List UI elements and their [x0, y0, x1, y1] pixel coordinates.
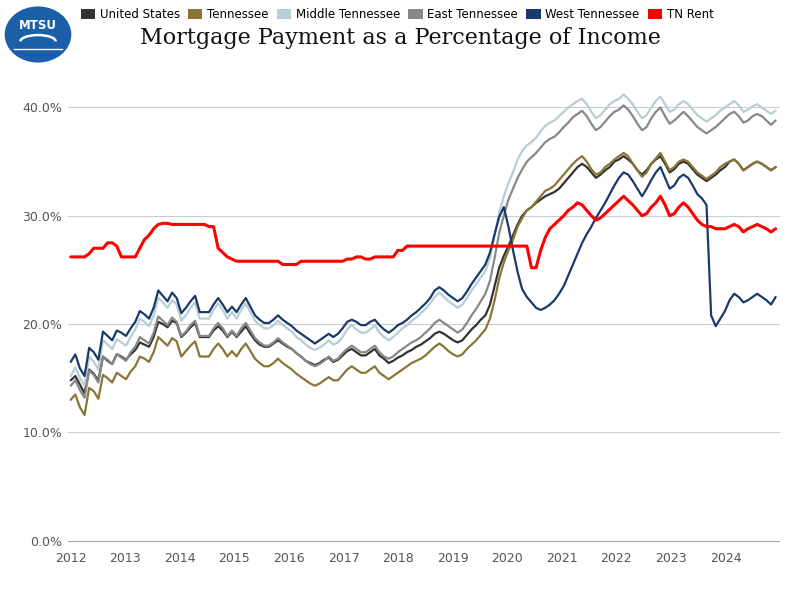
- Text: MTSU: MTSU: [19, 19, 57, 32]
- Text: Mortgage Payment as a Percentage of Income: Mortgage Payment as a Percentage of Inco…: [139, 27, 661, 49]
- Legend: United States, Tennessee, Middle Tennessee, East Tennessee, West Tennessee, TN R: United States, Tennessee, Middle Tenness…: [81, 8, 714, 21]
- Circle shape: [6, 7, 70, 62]
